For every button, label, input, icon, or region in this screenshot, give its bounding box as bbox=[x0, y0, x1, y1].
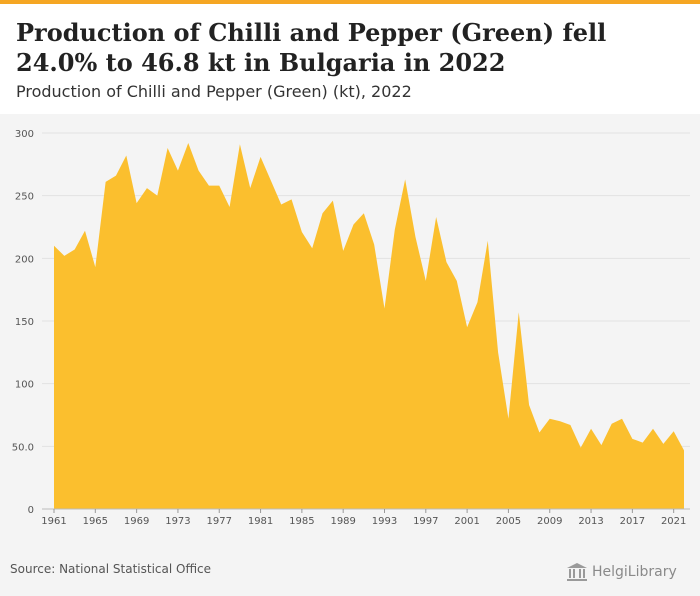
chart-subtitle: Production of Chilli and Pepper (Green) … bbox=[16, 82, 412, 101]
y-tick-label: 300 bbox=[15, 129, 34, 140]
y-tick-label: 50.0 bbox=[12, 442, 34, 453]
x-tick-label: 1997 bbox=[413, 516, 438, 527]
header: Production of Chilli and Pepper (Green) … bbox=[0, 4, 700, 114]
x-tick-label: 2009 bbox=[537, 516, 562, 527]
x-tick-label: 1989 bbox=[330, 516, 355, 527]
x-tick-label: 1961 bbox=[41, 516, 66, 527]
x-tick-label: 1981 bbox=[248, 516, 273, 527]
source-note: Source: National Statistical Office bbox=[10, 562, 212, 576]
chart-panel: 0 50.0 100 150 200 250 300 1961 1965 1969 1973 1977… bbox=[0, 114, 700, 596]
x-tick-label: 1993 bbox=[372, 516, 397, 527]
logo-text: HelgiLibrary bbox=[592, 564, 677, 580]
x-tick-label: 2017 bbox=[620, 516, 645, 527]
x-tick-label: 1977 bbox=[207, 516, 232, 527]
x-tick-label: 1965 bbox=[83, 516, 108, 527]
library-building-icon bbox=[567, 563, 587, 581]
x-tick-label: 2005 bbox=[496, 516, 521, 527]
series-area bbox=[54, 143, 684, 509]
x-tick-label: 1985 bbox=[289, 516, 314, 527]
y-tick-label: 200 bbox=[15, 254, 34, 265]
y-tick-label: 150 bbox=[15, 317, 34, 328]
x-tick-label: 2013 bbox=[578, 516, 603, 527]
y-tick-label: 100 bbox=[15, 380, 34, 391]
top-accent-bar bbox=[0, 0, 700, 4]
x-tick-label: 2001 bbox=[454, 516, 479, 527]
area-chart: 0 50.0 100 150 200 250 300 1961 1965 1969 1973 1977… bbox=[12, 129, 690, 527]
chart-title: Production of Chilli and Pepper (Green) … bbox=[16, 18, 607, 77]
y-tick-label: 0 bbox=[28, 505, 34, 516]
x-tick-label: 1969 bbox=[124, 516, 149, 527]
helgi-library-logo: HelgiLibrary bbox=[566, 560, 677, 584]
y-tick-label: 250 bbox=[15, 192, 34, 203]
x-tick-label: 1973 bbox=[165, 516, 190, 527]
x-tick-label: 2021 bbox=[661, 516, 686, 527]
